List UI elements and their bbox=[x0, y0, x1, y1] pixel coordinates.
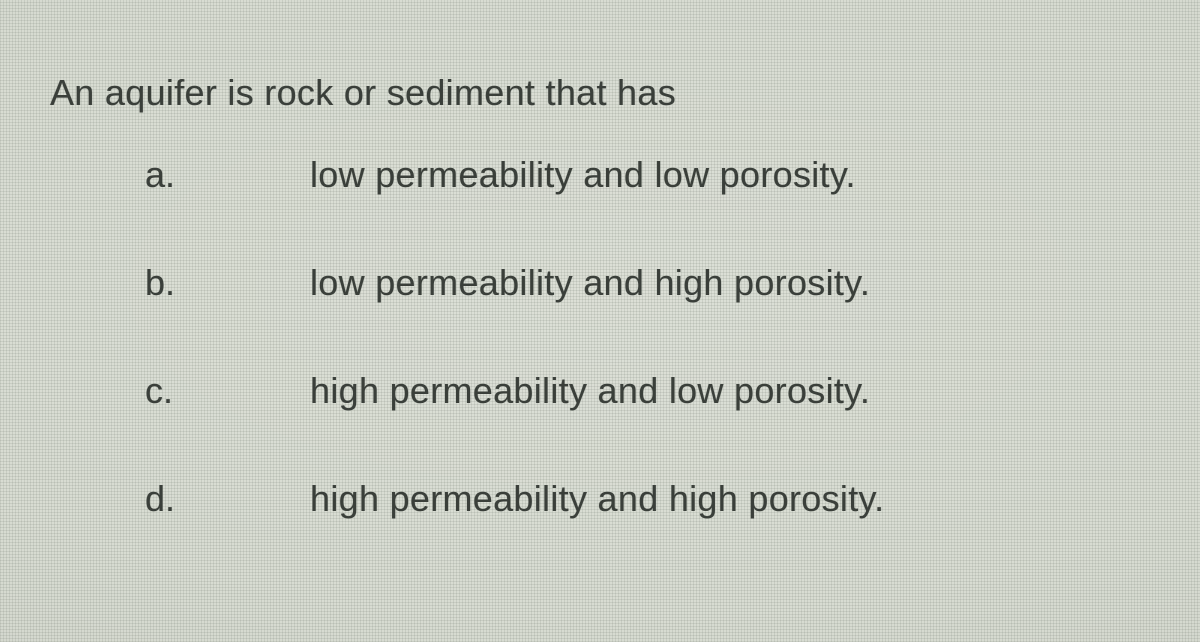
option-b-text: low permeability and high porosity. bbox=[310, 262, 870, 304]
option-c-text: high permeability and low porosity. bbox=[310, 370, 870, 412]
option-a[interactable]: a. low permeability and low porosity. bbox=[50, 154, 1200, 196]
option-b-label: b. bbox=[50, 262, 310, 304]
question-stem: An aquifer is rock or sediment that has bbox=[50, 72, 1200, 114]
question-block: An aquifer is rock or sediment that has … bbox=[0, 0, 1200, 520]
option-d-label: d. bbox=[50, 478, 310, 520]
option-c-label: c. bbox=[50, 370, 310, 412]
option-b[interactable]: b. low permeability and high porosity. bbox=[50, 262, 1200, 304]
option-d[interactable]: d. high permeability and high porosity. bbox=[50, 478, 1200, 520]
option-a-text: low permeability and low porosity. bbox=[310, 154, 856, 196]
option-a-label: a. bbox=[50, 154, 310, 196]
option-d-text: high permeability and high porosity. bbox=[310, 478, 884, 520]
option-c[interactable]: c. high permeability and low porosity. bbox=[50, 370, 1200, 412]
